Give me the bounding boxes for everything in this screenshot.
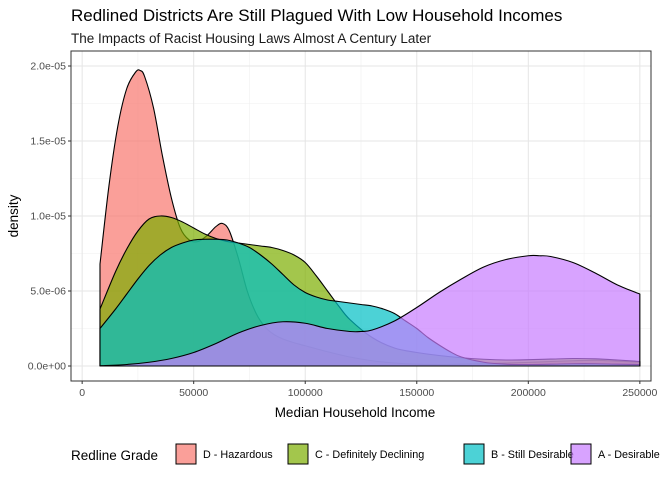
x-tick-label: 250000 — [622, 387, 657, 399]
y-tick-label: 5.0e-06 — [30, 286, 66, 298]
y-tick-label: 2.0e-05 — [30, 61, 66, 73]
legend-label: B - Still Desirable — [491, 449, 574, 461]
legend-key-b-still-desirable — [463, 443, 485, 465]
y-tick-label: 1.0e-05 — [30, 211, 66, 223]
y-tick-label: 1.5e-05 — [30, 136, 66, 148]
x-tick-label: 150000 — [399, 387, 434, 399]
density-area-a-desirable — [99, 254, 641, 367]
legend-key-d-hazardous — [175, 443, 197, 465]
chart-subtitle: The Impacts of Racist Housing Laws Almos… — [71, 31, 432, 46]
x-tick-label: 100000 — [288, 387, 323, 399]
x-axis: 0 50000 100000 150000 200000 250000 — [79, 381, 658, 399]
x-tick-label: 200000 — [511, 387, 546, 399]
legend: Redline Grade D - Hazardous C - Definitel… — [71, 443, 660, 465]
x-tick-label: 0 — [79, 387, 85, 399]
legend-label: D - Hazardous — [203, 449, 273, 461]
y-axis-title: density — [6, 194, 21, 237]
x-tick-label: 50000 — [179, 387, 208, 399]
legend-key-c-definitely-declining — [287, 443, 309, 465]
legend-title: Redline Grade — [71, 448, 158, 463]
y-axis: 0.0e+00 5.0e-06 1.0e-05 1.5e-05 2.0e-05 — [28, 61, 71, 373]
legend-key-a-desirable — [570, 443, 592, 465]
legend-label: C - Definitely Declining — [315, 449, 424, 461]
x-axis-title: Median Household Income — [275, 405, 436, 420]
density-areas — [99, 69, 641, 367]
legend-label: A - Desirable — [598, 449, 660, 461]
y-tick-label: 0.0e+00 — [28, 361, 66, 373]
plot-panel — [70, 50, 652, 382]
chart-title: Redlined Districts Are Still Plagued Wit… — [71, 6, 562, 25]
